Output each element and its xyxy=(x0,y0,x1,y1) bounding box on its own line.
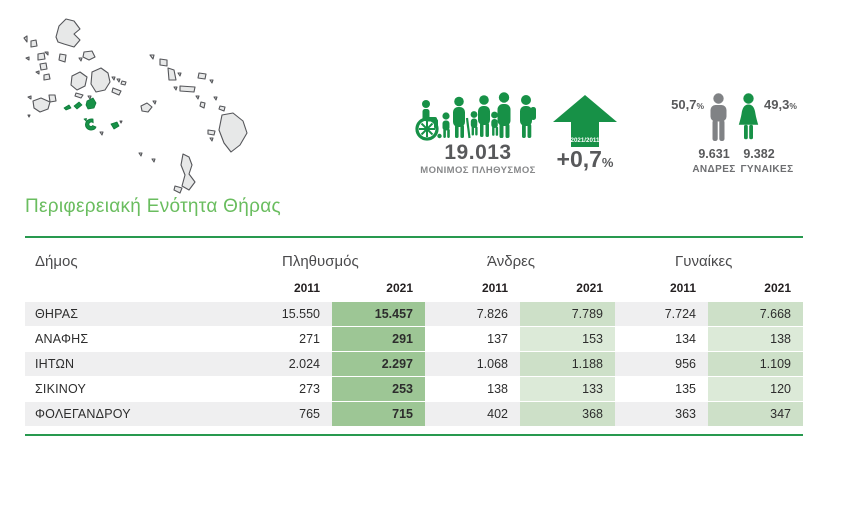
permanent-population-label: ΜΟΝΙΜΟΣ ΠΛΗΘΥΣΜΟΣ xyxy=(420,165,536,176)
table-year-header-row: 2011 2021 2011 2021 2011 2021 xyxy=(25,274,803,302)
table-bottom-spacer xyxy=(25,427,803,434)
year-header: 2011 xyxy=(669,281,696,295)
column-header-women: Γυναίκες xyxy=(675,253,733,270)
men-count: 9.631 xyxy=(698,147,730,161)
year-header: 2011 xyxy=(293,281,320,295)
change-percent-sign: % xyxy=(601,155,614,170)
male-icon xyxy=(710,93,727,141)
women-percentage: 49,3% xyxy=(764,97,797,112)
table-row: ΑΝΑΦΗΣ 271 291 137 153 134 138 xyxy=(25,327,803,351)
change-number: +0,7 xyxy=(556,146,602,172)
population-table: Δήμος Πληθυσμός Άνδρες Γυναίκες 2011 202… xyxy=(25,236,803,436)
population-change-up-arrow-icon: 2021/2011 xyxy=(553,95,617,147)
municipality-name: ΑΝΑΦΗΣ xyxy=(35,332,89,346)
table-row: ΘΗΡΑΣ 15.550 15.457 7.826 7.789 7.724 7.… xyxy=(25,302,803,326)
men-percentage: 50,7% xyxy=(671,97,704,112)
page-title: Περιφερειακή Ενότητα Θήρας xyxy=(25,196,281,217)
municipality-name: ΦΟΛΕΓΑΝΔΡΟΥ xyxy=(35,407,131,421)
table-group-header-row: Δήμος Πληθυσμός Άνδρες Γυναίκες xyxy=(25,238,803,274)
table-body: ΘΗΡΑΣ 15.550 15.457 7.826 7.789 7.724 7.… xyxy=(25,302,803,426)
municipality-name: ΙΗΤΩΝ xyxy=(35,357,75,371)
column-header-men: Άνδρες xyxy=(487,253,536,270)
permanent-population-value: 19.013 xyxy=(444,141,512,164)
highlighted-region-islands xyxy=(63,97,120,131)
aegean-islands-map xyxy=(23,18,248,194)
women-label: ΓΥΝΑΙΚΕΣ xyxy=(740,164,794,175)
table-row: ΦΟΛΕΓΑΝΔΡΟΥ 765 715 402 368 363 347 xyxy=(25,402,803,426)
column-header-municipality: Δήμος xyxy=(35,253,78,270)
population-change-value: +0,7% xyxy=(546,146,624,173)
men-label: ΑΝΔΡΕΣ xyxy=(692,164,736,175)
change-period-label: 2021/2011 xyxy=(571,137,600,144)
municipality-name: ΘΗΡΑΣ xyxy=(35,307,79,321)
table-row: ΣΙΚΙΝΟΥ 273 253 138 133 135 120 xyxy=(25,377,803,401)
column-header-population: Πληθυσμός xyxy=(282,253,359,270)
female-icon xyxy=(738,93,759,140)
year-header: 2011 xyxy=(481,281,508,295)
year-header: 2021 xyxy=(764,281,791,295)
table-row: ΙΗΤΩΝ 2.024 2.297 1.068 1.188 956 1.109 xyxy=(25,352,803,376)
women-count: 9.382 xyxy=(743,147,775,161)
year-header: 2021 xyxy=(386,281,413,295)
population-people-icon xyxy=(415,92,536,141)
year-header: 2021 xyxy=(576,281,603,295)
municipality-name: ΣΙΚΙΝΟΥ xyxy=(35,382,87,396)
